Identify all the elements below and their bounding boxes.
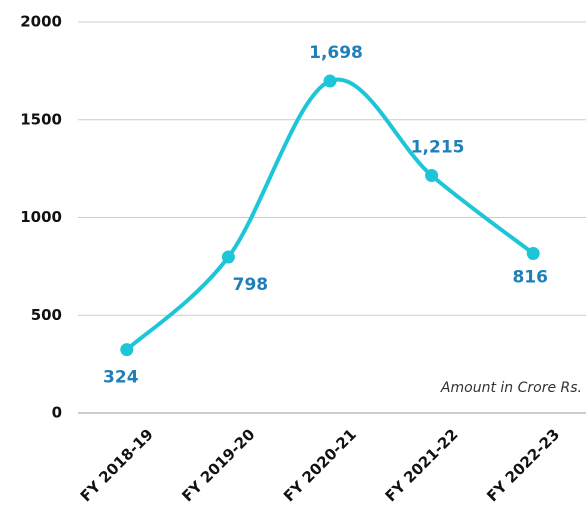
value-label: 798	[233, 275, 269, 295]
point	[323, 74, 337, 88]
y-tick-label: 500	[31, 306, 62, 324]
x-tick-label: FY 2019-20	[178, 425, 258, 505]
y-tick-label: 0	[52, 404, 62, 422]
point	[526, 246, 540, 260]
x-tick-label: FY 2021-22	[382, 425, 462, 505]
value-label: 1,698	[309, 43, 363, 63]
y-tick-label: 2000	[20, 13, 62, 31]
value-label: 1,215	[411, 137, 465, 157]
point	[221, 250, 235, 264]
value-label: 324	[103, 368, 139, 388]
point	[425, 168, 439, 182]
value-label: 816	[512, 267, 548, 287]
point	[120, 343, 134, 357]
y-tick-label: 1000	[20, 208, 62, 226]
annotation: Amount in Crore Rs.	[440, 380, 582, 396]
x-tick-label: FY 2022-23	[483, 425, 563, 505]
x-tick-label: FY 2020-21	[280, 425, 360, 505]
x-tick-label: FY 2018-19	[77, 425, 157, 505]
y-tick-label: 1500	[20, 110, 62, 128]
